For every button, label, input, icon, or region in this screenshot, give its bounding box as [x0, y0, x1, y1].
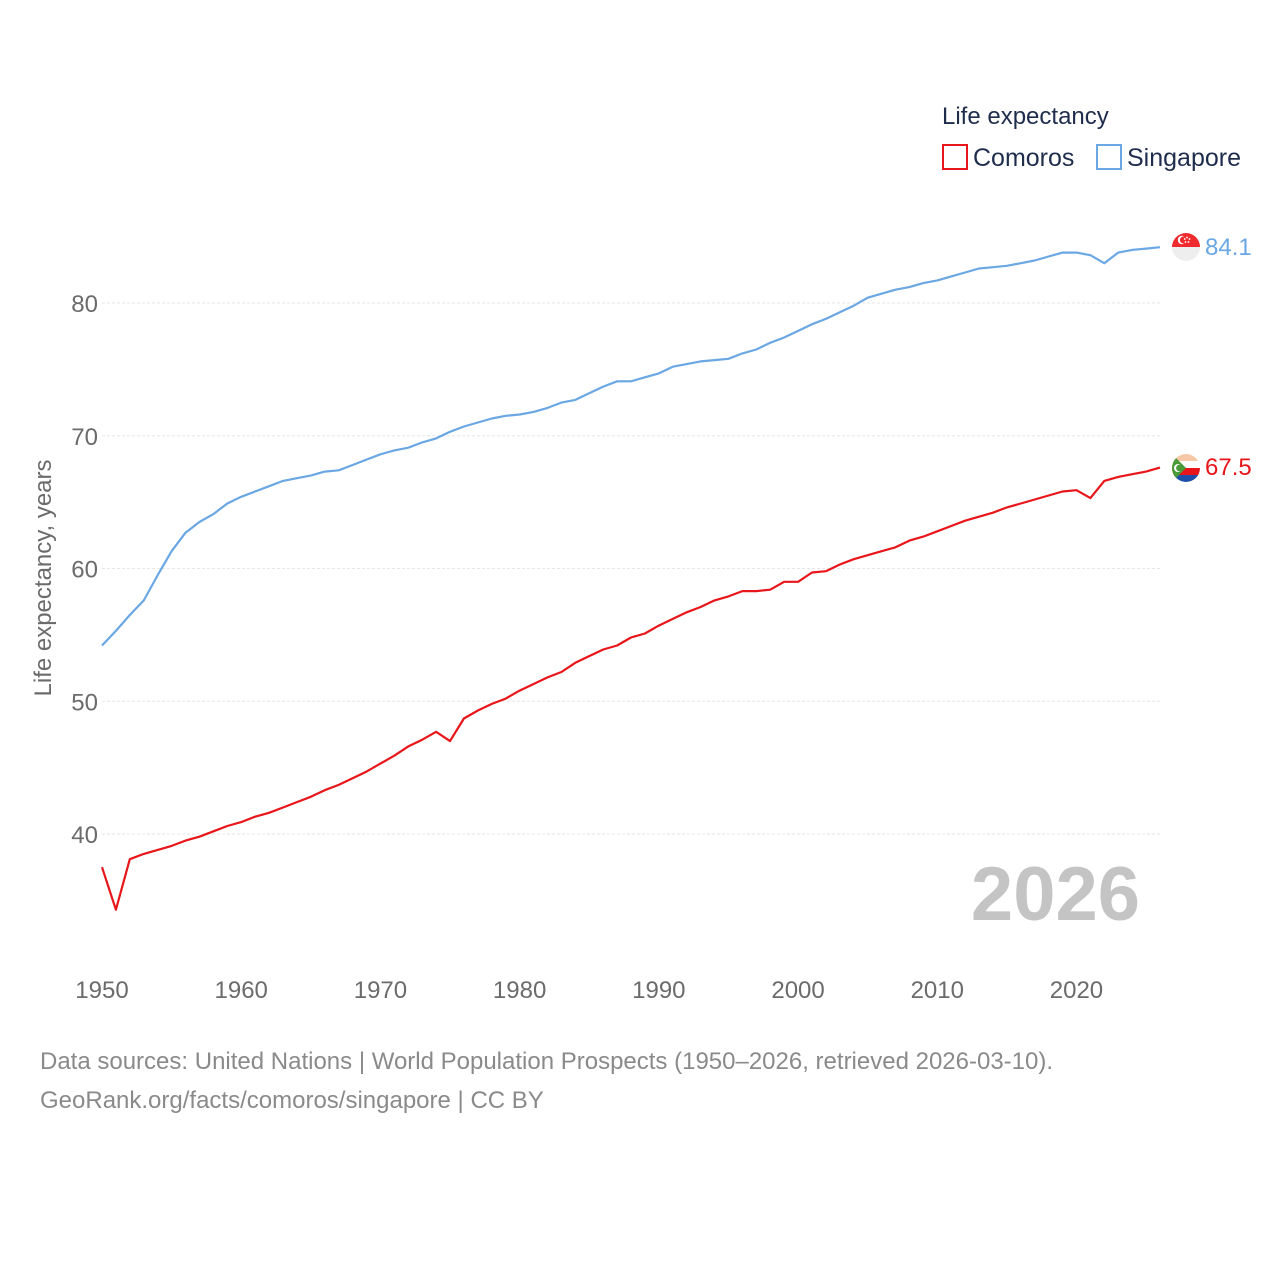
singapore-end-value: 84.1: [1205, 234, 1252, 261]
x-tick-label: 2000: [771, 977, 824, 1004]
legend-swatch-singapore: [1096, 144, 1122, 170]
singapore-flag-icon: [1172, 233, 1200, 261]
x-tick-label: 2010: [911, 977, 964, 1004]
legend-item-comoros[interactable]: Comoros: [942, 144, 1074, 172]
line-chart: 40 50 60 70 80 1950 1960 1970 1980 1990 2000 2010 2…: [30, 103, 1252, 1004]
y-tick-label: 40: [71, 822, 98, 849]
y-tick-label: 80: [71, 291, 98, 318]
comoros-flag-icon: [1172, 454, 1200, 482]
legend-label-singapore: Singapore: [1127, 144, 1241, 172]
y-axis-label: Life expectancy, years: [30, 459, 57, 696]
x-tick-label: 1960: [215, 977, 268, 1004]
legend-title: Life expectancy: [942, 103, 1109, 130]
y-tick-label: 70: [71, 424, 98, 451]
x-tick-label: 1970: [354, 977, 407, 1004]
gridlines: [102, 302, 1160, 835]
legend: Life expectancy Comoros Singapore: [942, 103, 1241, 172]
footer: Data sources: United Nations | World Pop…: [40, 1042, 1053, 1120]
data-sources-text: Data sources: United Nations | World Pop…: [40, 1048, 1054, 1075]
x-tick-label: 1990: [632, 977, 685, 1004]
x-tick-label: 2020: [1050, 977, 1103, 1004]
x-axis: 1950 1960 1970 1980 1990 2000 2010 2020: [75, 977, 1103, 1004]
legend-label-comoros: Comoros: [973, 144, 1074, 172]
current-year-label: 2026: [971, 852, 1140, 937]
legend-swatch-comoros: [942, 144, 968, 170]
legend-item-singapore[interactable]: Singapore: [1096, 144, 1241, 172]
y-tick-label: 50: [71, 689, 98, 716]
singapore-end-marker: 84.1: [1172, 233, 1252, 261]
source-link[interactable]: GeoRank.org/facts/comoros/singapore | CC…: [40, 1087, 544, 1114]
y-tick-label: 60: [71, 557, 98, 584]
series-line-singapore[interactable]: [101, 246, 1161, 647]
x-tick-label: 1980: [493, 977, 546, 1004]
y-axis: 40 50 60 70 80: [71, 291, 98, 849]
x-tick-label: 1950: [75, 977, 128, 1004]
series-line-comoros[interactable]: [100, 466, 1161, 911]
comoros-end-value: 67.5: [1205, 454, 1252, 481]
comoros-end-marker: 67.5: [1172, 454, 1252, 482]
series-lines: [100, 246, 1161, 911]
